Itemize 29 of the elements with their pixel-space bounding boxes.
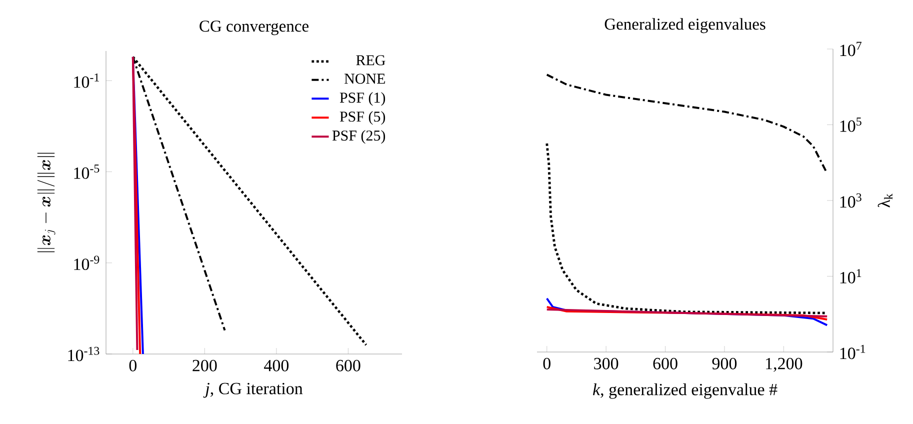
- x-tick-label: 600: [336, 360, 360, 372]
- y2-tick-label: 10$^{7}$: [840, 42, 862, 56]
- legend-label: REG: [356, 55, 386, 66]
- x-tick-label: 200: [192, 360, 217, 372]
- chart-title: Generalized eigenvalues: [604, 18, 766, 34]
- x-tick-label: 600: [653, 358, 678, 370]
- x-tick-label: 400: [264, 360, 289, 372]
- x-tick-label: 300: [594, 358, 618, 370]
- y2-tick-label: 10$^{1}$: [840, 269, 862, 284]
- chart-title: CG convergence: [200, 20, 308, 36]
- x-tick-label: 1,200: [766, 358, 802, 372]
- y2-tick-label: 10$^{3}$: [840, 193, 862, 208]
- y-tick-label: 10$^{-1}$: [74, 73, 99, 88]
- y2-tick-label: 10$^{5}$: [840, 118, 862, 132]
- legend-label: NONE: [344, 74, 385, 84]
- x-tick-label: 0: [129, 360, 137, 372]
- legend-label: PSF (1): [340, 92, 386, 106]
- y-tick-label: 10$^{-9}$: [74, 256, 100, 270]
- y-axis-title: $\|\boldsymbol{x}_j-\boldsymbol{x}\|/\|\boldsymbol{x}\|$: [37, 152, 56, 252]
- y2-tick-label: 10$^{-1}$: [840, 344, 866, 360]
- y-tick-label: 10$^{-13}$: [68, 346, 100, 362]
- x-tick-label: 0: [543, 358, 550, 370]
- x-tick-label: 900: [712, 358, 737, 370]
- y-tick-label: 10$^{-5}$: [74, 164, 100, 179]
- legend-label: PSF (25): [332, 130, 386, 144]
- x-axis-title: j, CG iteration: [203, 382, 303, 398]
- y2-axis-title: λ$_{k}$: [878, 194, 892, 208]
- legend-label: PSF (5): [340, 111, 386, 125]
- x-axis-title: k, generalized eigenvalue #: [592, 383, 778, 399]
